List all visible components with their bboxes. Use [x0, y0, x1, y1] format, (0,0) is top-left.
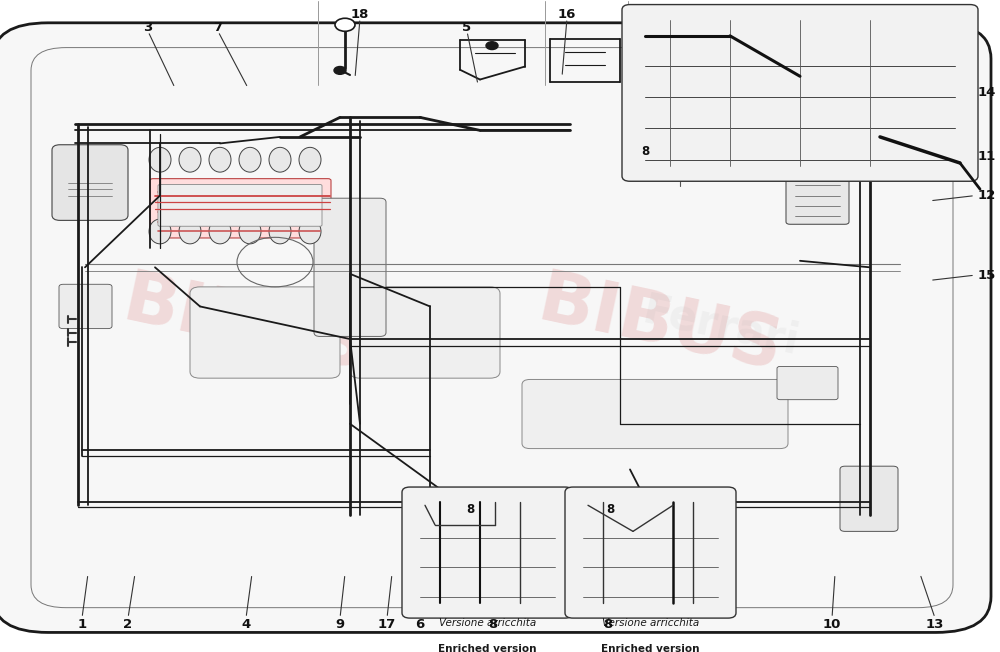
Text: 16: 16 — [558, 8, 576, 21]
FancyBboxPatch shape — [158, 185, 322, 226]
Text: 14: 14 — [978, 86, 996, 99]
Circle shape — [335, 18, 355, 31]
Ellipse shape — [209, 219, 231, 244]
Text: Versione arricchita: Versione arricchita — [439, 618, 536, 628]
Text: 9: 9 — [335, 618, 345, 631]
FancyBboxPatch shape — [314, 198, 386, 336]
FancyBboxPatch shape — [350, 287, 500, 378]
Ellipse shape — [239, 219, 261, 244]
Ellipse shape — [149, 219, 171, 244]
Text: 8: 8 — [603, 618, 613, 631]
Text: 10: 10 — [823, 618, 841, 631]
Text: 2: 2 — [123, 618, 133, 631]
Text: 6: 6 — [415, 618, 425, 631]
Text: 18: 18 — [351, 8, 369, 21]
Text: 1: 1 — [77, 618, 87, 631]
Text: Versione arricchita: Versione arricchita — [602, 618, 699, 628]
FancyBboxPatch shape — [59, 284, 112, 329]
Text: Enriched version: Enriched version — [438, 644, 537, 652]
Ellipse shape — [179, 147, 201, 172]
Text: BIBUS: BIBUS — [532, 267, 788, 385]
Text: BIBUS: BIBUS — [117, 267, 373, 385]
Text: 8: 8 — [641, 145, 649, 158]
Text: 8: 8 — [606, 503, 614, 516]
Text: 8: 8 — [466, 503, 474, 516]
FancyBboxPatch shape — [786, 160, 849, 224]
FancyBboxPatch shape — [190, 287, 340, 378]
Ellipse shape — [209, 147, 231, 172]
Text: 15: 15 — [978, 269, 996, 282]
FancyBboxPatch shape — [622, 5, 978, 181]
Ellipse shape — [149, 147, 171, 172]
Circle shape — [486, 42, 498, 50]
FancyBboxPatch shape — [402, 487, 573, 618]
Text: 12: 12 — [978, 189, 996, 202]
FancyBboxPatch shape — [522, 379, 788, 449]
Text: 5: 5 — [462, 21, 472, 34]
Text: 13: 13 — [926, 618, 944, 631]
Text: Enriched version: Enriched version — [601, 644, 700, 652]
Ellipse shape — [269, 147, 291, 172]
Ellipse shape — [299, 219, 321, 244]
Ellipse shape — [269, 219, 291, 244]
FancyBboxPatch shape — [0, 23, 991, 632]
Text: Ferrari: Ferrari — [638, 289, 802, 363]
FancyBboxPatch shape — [565, 487, 736, 618]
FancyBboxPatch shape — [150, 179, 331, 238]
Text: 11: 11 — [978, 150, 996, 163]
Circle shape — [334, 67, 346, 74]
Text: 8: 8 — [488, 618, 498, 631]
Text: 4: 4 — [241, 618, 251, 631]
Ellipse shape — [179, 219, 201, 244]
FancyBboxPatch shape — [777, 366, 838, 400]
Text: 7: 7 — [213, 21, 223, 34]
Ellipse shape — [299, 147, 321, 172]
FancyBboxPatch shape — [52, 145, 128, 220]
FancyBboxPatch shape — [840, 466, 898, 531]
Ellipse shape — [239, 147, 261, 172]
Text: 17: 17 — [378, 618, 396, 631]
Text: 3: 3 — [143, 21, 153, 34]
